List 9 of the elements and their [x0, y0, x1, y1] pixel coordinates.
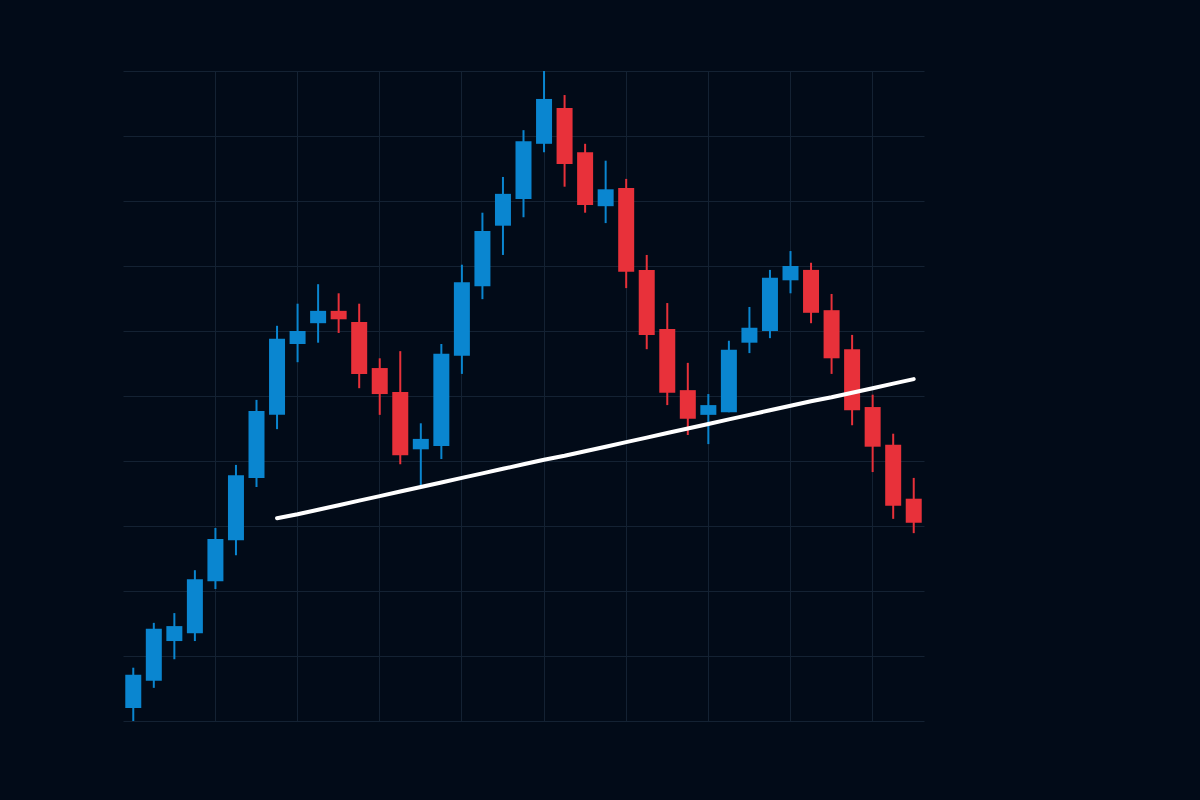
candlestick: [289, 302, 306, 364]
candlestick: [310, 283, 327, 344]
candlestick: [700, 393, 717, 446]
candlestick: [782, 250, 799, 295]
candlestick: [330, 292, 347, 334]
candlestick: [166, 612, 183, 661]
candlestick: [597, 159, 614, 225]
candlestick: [412, 422, 429, 488]
candlestick: [741, 305, 758, 355]
